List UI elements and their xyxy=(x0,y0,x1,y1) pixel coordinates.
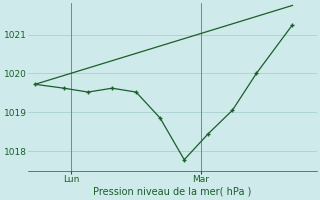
X-axis label: Pression niveau de la mer( hPa ): Pression niveau de la mer( hPa ) xyxy=(93,187,252,197)
